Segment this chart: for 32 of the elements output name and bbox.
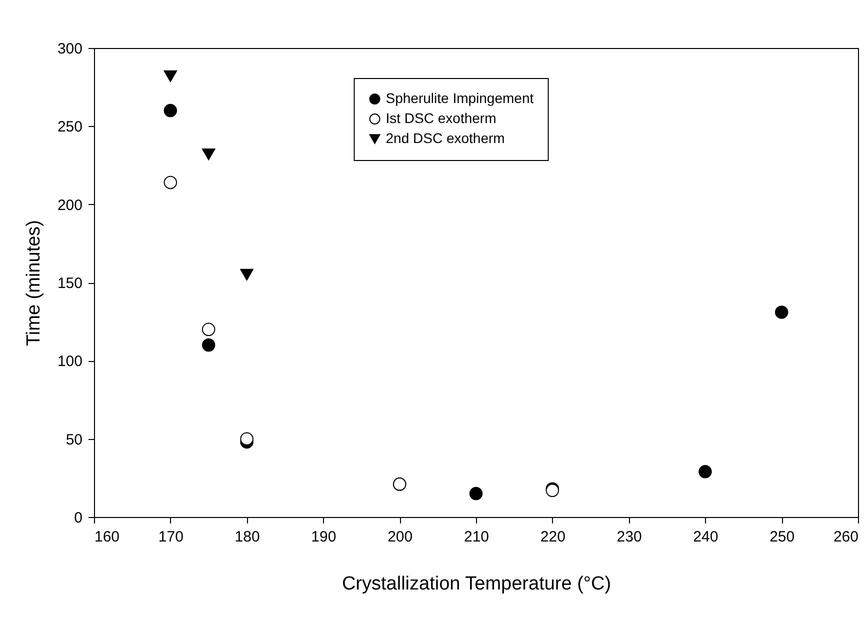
legend-label: 2nd DSC exotherm: [386, 130, 505, 146]
y-tick-label: 300: [57, 40, 82, 58]
y-tick-label: 100: [57, 353, 82, 370]
legend-label: Spherulite Impingement: [386, 90, 534, 106]
x-axis-title: Crystallization Temperature (°C): [342, 574, 612, 594]
x-tick-label: 180: [234, 528, 260, 546]
y-tick-label: 0: [74, 510, 82, 526]
x-tick-label: 220: [540, 528, 566, 546]
point: [202, 148, 216, 160]
y-tick-label: 200: [57, 196, 82, 214]
legend-label: Ist DSC exotherm: [386, 110, 496, 126]
y-tick-label: 150: [57, 275, 82, 292]
point: [469, 486, 483, 500]
x-tick-label: 230: [616, 528, 642, 546]
x-tick-label: 190: [311, 528, 336, 546]
point: [774, 306, 788, 319]
point: [164, 104, 178, 118]
x-tick-label: 210: [464, 528, 490, 546]
x-tick-label: 240: [693, 528, 718, 546]
point: [240, 268, 254, 280]
x-tick-label: 170: [158, 528, 184, 546]
x-tick-label: 260: [833, 528, 858, 546]
x-tick-label: 250: [770, 528, 795, 546]
y-tick-label: 50: [66, 431, 82, 448]
x-tick-label: 200: [388, 528, 413, 546]
point: [202, 338, 216, 352]
point: [698, 465, 712, 478]
y-tick-label: 250: [57, 118, 82, 136]
y-axis-title: Time (minutes): [23, 220, 44, 346]
x-tick-label: 160: [94, 528, 120, 546]
point: [240, 432, 254, 446]
point: [164, 70, 178, 82]
